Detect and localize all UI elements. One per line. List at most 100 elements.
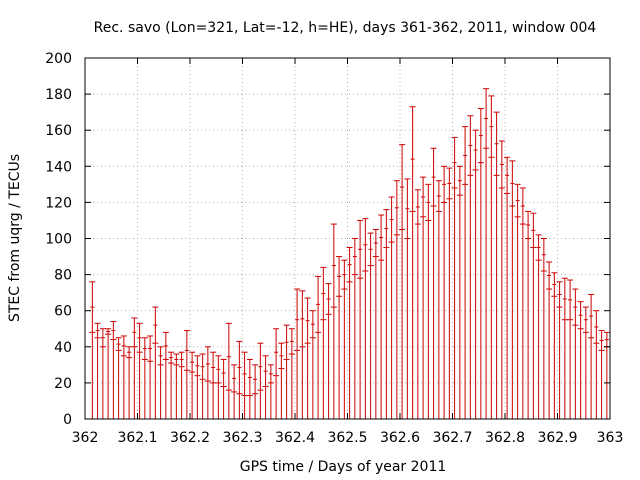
data-point — [126, 346, 133, 419]
data-point — [409, 106, 416, 419]
data-point — [278, 342, 285, 419]
data-point — [393, 180, 400, 419]
data-point — [441, 165, 448, 419]
grid-lines — [85, 58, 610, 419]
x-tick-label: 362.4 — [275, 430, 315, 446]
data-point — [430, 147, 437, 419]
data-point — [582, 306, 589, 419]
data-point — [477, 108, 484, 419]
x-tick-label: 362.9 — [537, 430, 577, 446]
y-tick-label: 80 — [54, 268, 72, 284]
data-point — [204, 346, 211, 419]
data-point — [288, 328, 295, 419]
data-point — [120, 335, 127, 419]
data-point — [540, 238, 547, 419]
data-point — [320, 266, 327, 419]
data-point — [572, 288, 579, 419]
data-point — [493, 111, 500, 419]
data-point — [346, 247, 353, 419]
data-point — [199, 353, 206, 419]
data-point — [94, 322, 101, 419]
y-tick-label: 60 — [54, 304, 72, 320]
data-point — [99, 328, 106, 419]
x-tick-label: 362.7 — [432, 430, 472, 446]
data-point — [173, 353, 180, 419]
data-point — [456, 165, 463, 419]
data-point — [131, 317, 138, 419]
data-point — [462, 126, 469, 419]
y-tick-label: 160 — [45, 123, 72, 139]
data-point — [241, 351, 248, 419]
y-tick-label: 140 — [45, 159, 72, 175]
data-point — [593, 310, 600, 419]
x-tick-label: 362.1 — [117, 430, 157, 446]
data-point — [246, 358, 253, 419]
axis-ticks — [84, 57, 611, 420]
data-point — [283, 324, 290, 419]
data-point — [514, 183, 521, 419]
y-tick-label: 0 — [63, 412, 72, 428]
data-point — [225, 322, 232, 419]
data-point — [525, 210, 532, 419]
y-tick-label: 120 — [45, 195, 72, 211]
data-point — [183, 330, 190, 419]
chart-title: Rec. savo (Lon=321, Lat=-12, h=HE), days… — [94, 20, 597, 36]
data-point — [577, 301, 584, 419]
data-point — [299, 290, 306, 419]
x-tick-label: 363 — [597, 430, 624, 446]
data-point — [136, 322, 143, 419]
data-point — [383, 209, 390, 419]
data-point — [231, 364, 238, 419]
data-point — [294, 288, 301, 419]
y-tick-label: 100 — [45, 232, 72, 248]
data-point — [341, 259, 348, 419]
data-point — [257, 342, 264, 419]
x-tick-labels: 362 362.1 362.2 362.3 362.4 362.5 362.6 362.7 36… — [72, 430, 624, 446]
data-point — [215, 355, 222, 419]
y-tick-label: 200 — [45, 51, 72, 67]
data-point — [89, 281, 96, 419]
data-point — [519, 187, 526, 419]
data-point — [603, 331, 610, 419]
x-tick-label: 362.3 — [222, 430, 262, 446]
data-point — [556, 281, 563, 419]
data-point — [220, 358, 227, 419]
data-point — [110, 321, 117, 419]
data-point — [588, 293, 595, 419]
data-point — [446, 167, 453, 419]
data-point — [325, 283, 332, 419]
data-point — [162, 331, 169, 419]
data-point — [357, 219, 364, 419]
y-tick-labels: 0 20 40 60 80 100 120 140 160 180 200 — [45, 51, 72, 428]
y-tick-label: 40 — [54, 340, 72, 356]
data-point — [535, 234, 542, 419]
x-tick-label: 362.8 — [485, 430, 525, 446]
y-tick-label: 20 — [54, 376, 72, 392]
data-point — [530, 212, 537, 419]
y-tick-label: 180 — [45, 87, 72, 103]
data-point — [194, 355, 201, 419]
data-point — [546, 261, 553, 419]
data-point — [262, 355, 269, 419]
data-point — [472, 129, 479, 419]
error-bars — [89, 88, 610, 419]
data-point — [315, 275, 322, 419]
data-point — [498, 140, 505, 419]
data-point — [509, 160, 516, 419]
data-point — [598, 330, 605, 419]
data-point — [252, 364, 259, 419]
data-point — [483, 88, 490, 419]
data-point — [168, 351, 175, 419]
data-point — [378, 214, 385, 419]
data-point — [488, 95, 495, 419]
x-axis-label: GPS time / Days of year 2011 — [240, 459, 447, 475]
data-point — [399, 144, 406, 419]
data-point — [178, 351, 185, 419]
data-point — [309, 310, 316, 419]
x-tick-label: 362.5 — [327, 430, 367, 446]
data-point — [551, 272, 558, 419]
data-point — [420, 176, 427, 419]
data-point — [388, 196, 395, 419]
data-point — [304, 297, 311, 419]
